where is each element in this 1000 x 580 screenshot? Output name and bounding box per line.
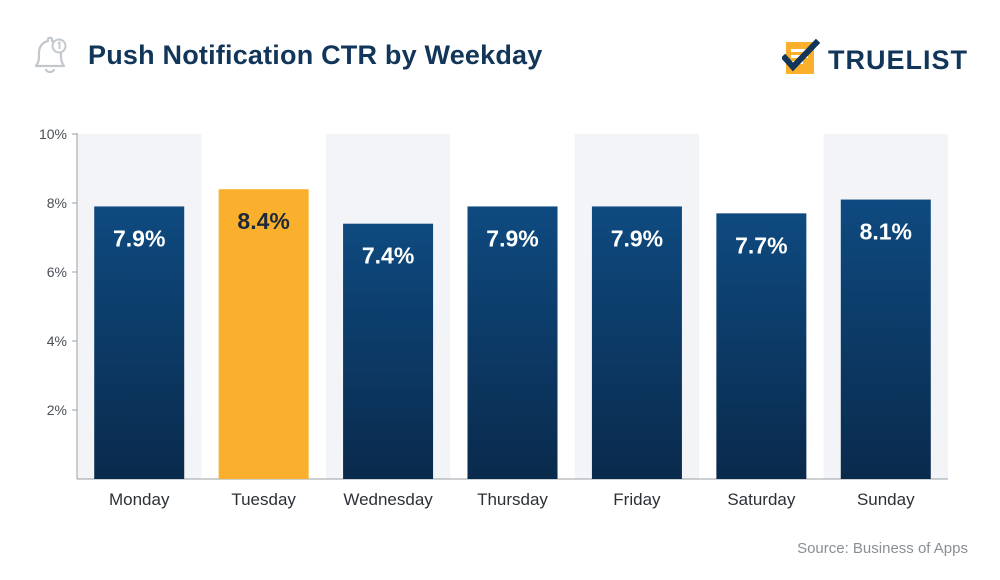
bar-wednesday	[343, 223, 434, 479]
x-tick-label: Tuesday	[231, 490, 296, 509]
value-label: 7.9%	[113, 225, 165, 251]
bar-friday	[591, 206, 682, 479]
truelist-logo[interactable]: TRUELIST	[780, 38, 968, 83]
checklist-logo-icon	[780, 38, 822, 83]
bar-tuesday	[218, 189, 309, 479]
value-label: 7.7%	[735, 232, 787, 258]
x-tick-label: Thursday	[477, 490, 548, 509]
y-tick-label: 10%	[39, 126, 67, 142]
logo-wordmark: TRUELIST	[828, 44, 968, 75]
bar-monday	[94, 206, 185, 479]
x-tick-label: Monday	[109, 490, 170, 509]
x-tick-label: Friday	[613, 490, 661, 509]
value-label: 7.9%	[486, 225, 538, 251]
value-label: 7.9%	[611, 225, 663, 251]
value-label: 8.4%	[237, 208, 289, 234]
value-label: 7.4%	[362, 243, 414, 269]
y-tick-label: 6%	[47, 264, 67, 280]
x-tick-label: Wednesday	[343, 490, 433, 509]
x-tick-label: Sunday	[857, 490, 915, 509]
chart-header: Push Notification CTR by Weekday TRUELIS…	[30, 28, 970, 88]
y-tick-label: 4%	[47, 333, 67, 349]
y-tick-label: 2%	[47, 402, 67, 418]
chart-title: Push Notification CTR by Weekday	[88, 40, 543, 70]
source-note: Source: Business of Apps	[797, 540, 968, 557]
value-label: 8.1%	[860, 219, 912, 245]
bell-notification-icon	[30, 34, 70, 83]
bar-saturday	[716, 213, 807, 479]
x-tick-label: Saturday	[727, 490, 796, 509]
bar-thursday	[467, 206, 558, 479]
y-tick-label: 8%	[47, 195, 67, 211]
bar-sunday	[840, 199, 931, 480]
